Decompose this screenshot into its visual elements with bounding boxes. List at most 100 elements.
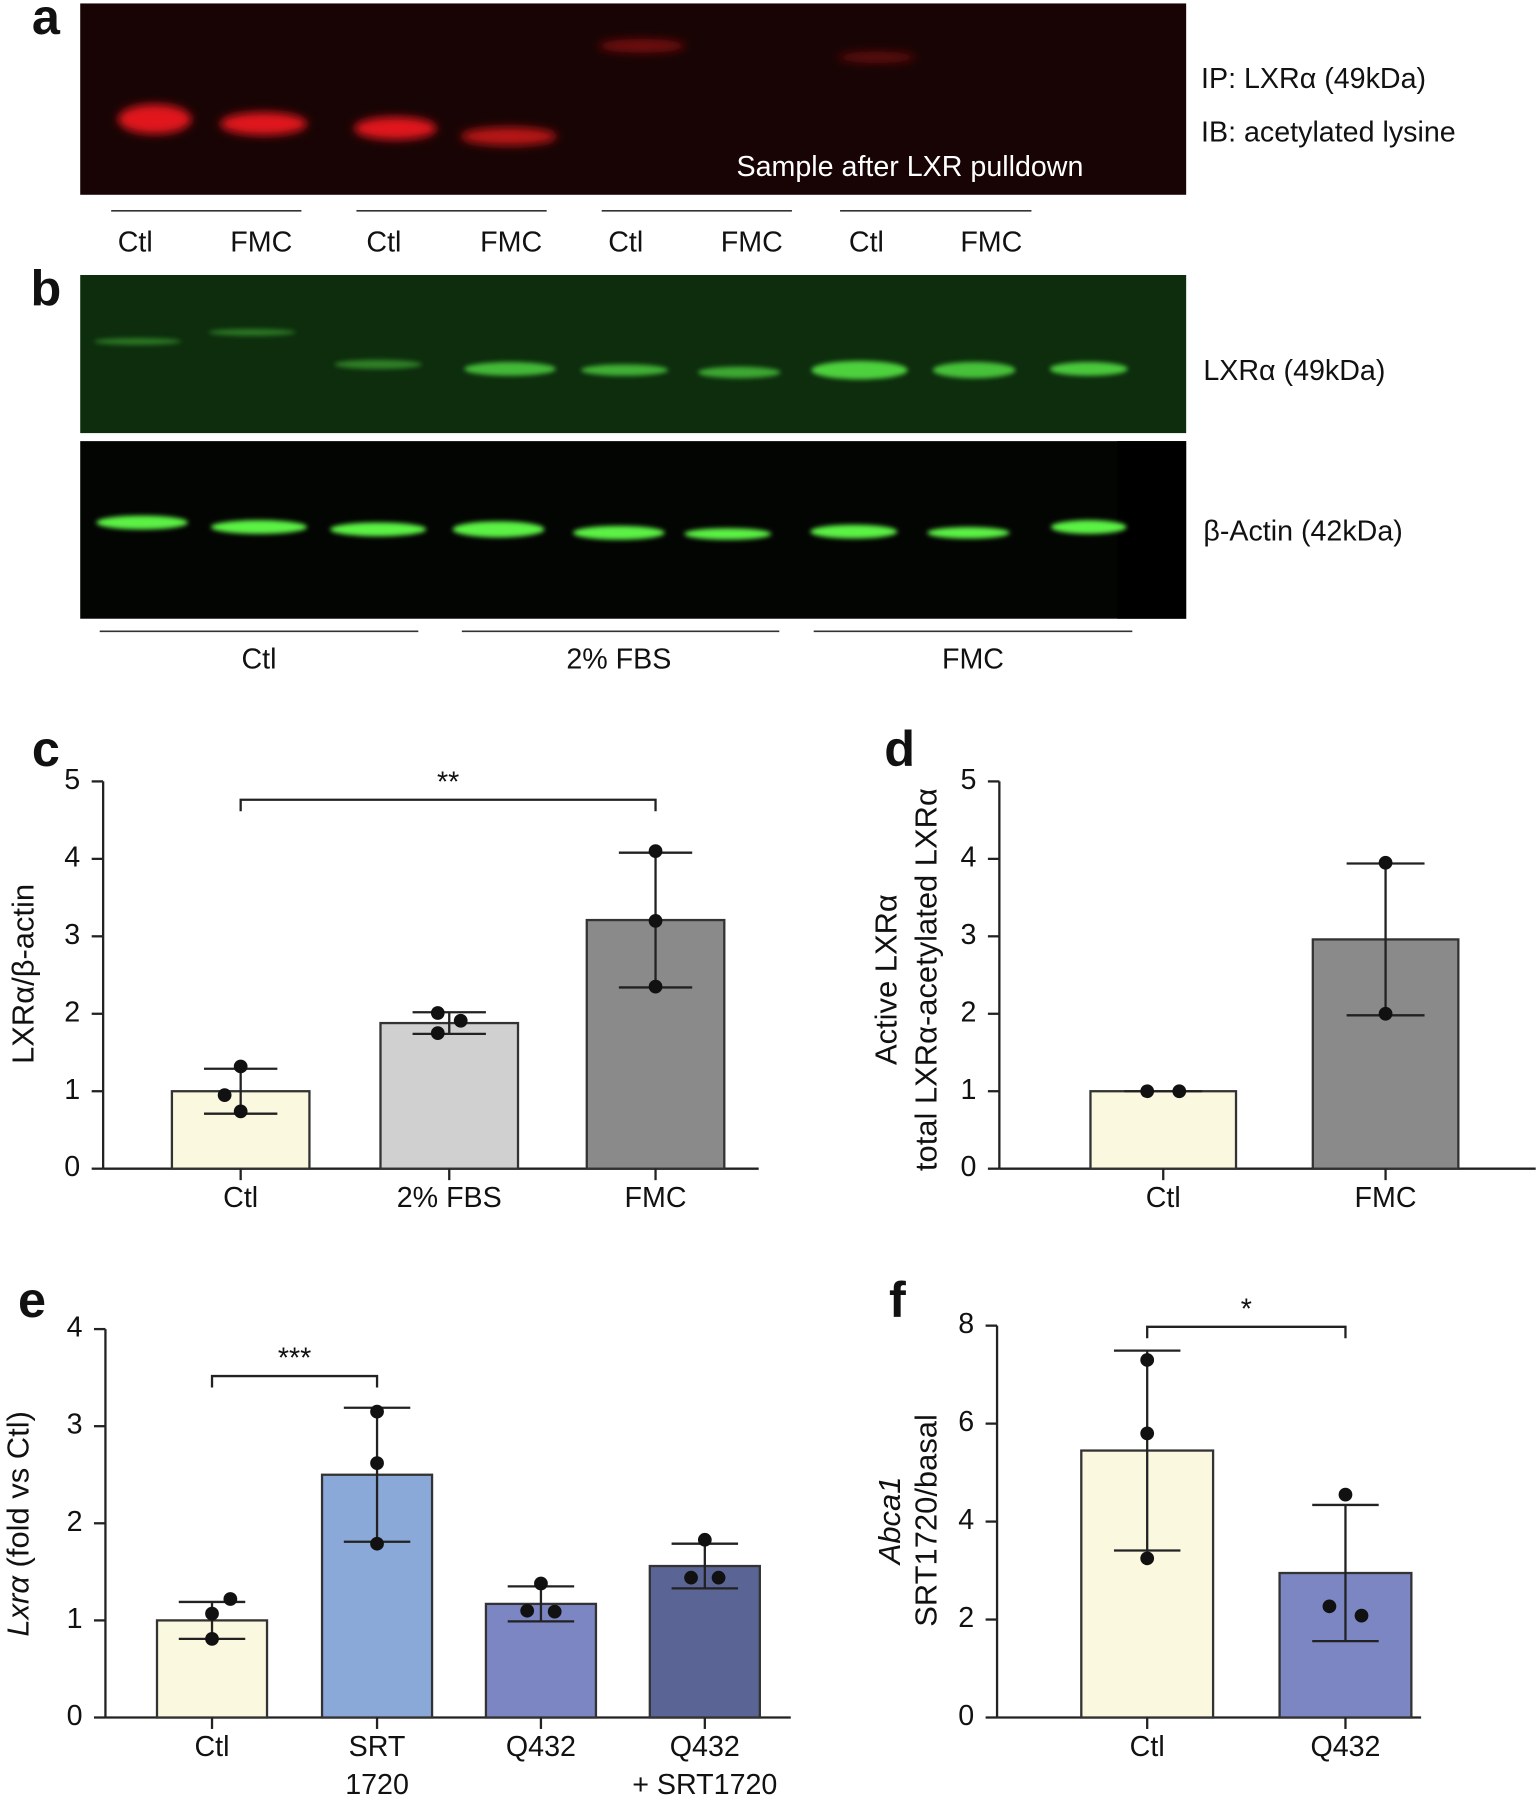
y-tick-label: 5 bbox=[961, 764, 977, 796]
lane-label: Ctl bbox=[366, 227, 401, 259]
data-point bbox=[1338, 1487, 1353, 1502]
y-tick-label: 3 bbox=[64, 919, 80, 951]
data-point bbox=[430, 1006, 445, 1020]
data-point bbox=[1354, 1608, 1369, 1623]
y-tick-label: 0 bbox=[961, 1151, 977, 1183]
data-point bbox=[205, 1606, 219, 1621]
blot-note: Sample after LXR pulldown bbox=[737, 151, 1084, 183]
y-axis-title: SRT1720/basal bbox=[908, 1414, 943, 1627]
data-point bbox=[1378, 1006, 1393, 1021]
data-point bbox=[1140, 1426, 1155, 1441]
x-tick-label: SRT bbox=[349, 1731, 406, 1763]
x-tick-label: FMC bbox=[1355, 1182, 1417, 1214]
x-tick-label: Q432 bbox=[506, 1731, 576, 1763]
y-tick-label: 4 bbox=[961, 841, 977, 873]
significance-bracket bbox=[1146, 1325, 1347, 1339]
band-label: LXRα (49kDa) bbox=[1203, 355, 1385, 387]
y-tick-label: 2 bbox=[958, 1602, 974, 1634]
y-tick-label: 8 bbox=[958, 1308, 974, 1340]
y-axis-title-part: Lxrα bbox=[1, 1575, 36, 1637]
data-point bbox=[217, 1088, 232, 1102]
x-tick-label: Ctl bbox=[195, 1731, 230, 1763]
lane-label: Ctl bbox=[608, 227, 643, 259]
y-tick-label: 4 bbox=[64, 841, 80, 873]
lane-label: Ctl bbox=[849, 227, 884, 259]
panel-letter: c bbox=[32, 720, 60, 777]
x-tick-label: + SRT1720 bbox=[632, 1769, 777, 1800]
panel-letter: e bbox=[18, 1271, 46, 1328]
bar bbox=[648, 1564, 761, 1719]
data-point bbox=[1322, 1599, 1337, 1614]
lane-lines bbox=[99, 209, 1133, 633]
y-axis-title: Active LXRα bbox=[868, 894, 903, 1065]
y-tick-label: 5 bbox=[64, 764, 80, 796]
y-tick-label: 0 bbox=[67, 1700, 83, 1732]
y-tick-label: 3 bbox=[961, 919, 977, 951]
data-point bbox=[711, 1570, 726, 1585]
x-tick-label: 1720 bbox=[345, 1769, 409, 1800]
y-axis-title: LXRα/β-actin bbox=[5, 884, 40, 1064]
y-axis-title: total LXRα-acetylated LXRα bbox=[908, 788, 943, 1171]
x-tick-label: Q432 bbox=[1310, 1731, 1380, 1763]
band-label: IP: LXRα (49kDa) bbox=[1201, 63, 1426, 95]
y-axis-title: Lxrα (fold vs Ctl) bbox=[1, 1411, 36, 1637]
y-tick-label: 0 bbox=[958, 1700, 974, 1732]
y-tick-label: 4 bbox=[958, 1504, 974, 1536]
lane-label: FMC bbox=[960, 227, 1022, 259]
significance-label: *** bbox=[278, 1343, 311, 1375]
x-tick-label: Ctl bbox=[223, 1182, 258, 1214]
panel-letter: f bbox=[889, 1271, 906, 1328]
data-point bbox=[370, 1536, 384, 1551]
data-point bbox=[1172, 1084, 1187, 1099]
x-tick-label: FMC bbox=[625, 1182, 687, 1214]
significance-bracket bbox=[210, 1374, 379, 1388]
y-tick-label: 1 bbox=[67, 1603, 83, 1635]
blot-b bbox=[80, 274, 1187, 619]
data-point bbox=[648, 844, 663, 858]
band-label: β-Actin (42kDa) bbox=[1203, 515, 1402, 547]
data-point bbox=[520, 1603, 535, 1618]
y-tick-label: 2 bbox=[64, 996, 80, 1028]
x-tick-label: Ctl bbox=[1146, 1182, 1181, 1214]
error-bar bbox=[1113, 1349, 1181, 1552]
data-point bbox=[205, 1631, 219, 1646]
data-point bbox=[1140, 1353, 1155, 1367]
bar bbox=[484, 1602, 598, 1719]
y-tick-label: 2 bbox=[961, 996, 977, 1028]
band-label: IB: acetylated lysine bbox=[1201, 117, 1456, 149]
y-tick-label: 2 bbox=[67, 1506, 83, 1538]
significance-label: * bbox=[1241, 1293, 1252, 1325]
data-point bbox=[430, 1026, 445, 1041]
data-point bbox=[453, 1013, 468, 1028]
data-point bbox=[370, 1456, 384, 1470]
data-point bbox=[648, 913, 663, 928]
x-tick-label: 2% FBS bbox=[397, 1182, 502, 1214]
data-point bbox=[684, 1570, 698, 1585]
group-label: FMC bbox=[942, 644, 1004, 676]
lane-label: FMC bbox=[721, 227, 783, 259]
panel-letter: a bbox=[32, 0, 61, 45]
significance-bracket bbox=[239, 798, 657, 812]
lane-label: FMC bbox=[230, 227, 292, 259]
y-tick-label: 4 bbox=[67, 1312, 83, 1344]
bar bbox=[1089, 1090, 1238, 1170]
group-label: Ctl bbox=[242, 644, 277, 676]
data-point bbox=[233, 1104, 248, 1119]
y-axis-title-part: (fold vs Ctl) bbox=[1, 1411, 36, 1576]
y-tick-label: 3 bbox=[67, 1409, 83, 1441]
blot-a bbox=[80, 3, 1187, 195]
data-point bbox=[223, 1592, 238, 1606]
x-tick-label: Q432 bbox=[670, 1731, 740, 1763]
panel-letter: d bbox=[884, 720, 915, 777]
data-point bbox=[534, 1576, 548, 1591]
panel-letter: b bbox=[30, 259, 61, 316]
y-tick-label: 6 bbox=[958, 1406, 974, 1438]
y-tick-label: 1 bbox=[64, 1074, 80, 1106]
lane-label: FMC bbox=[480, 227, 542, 259]
bar bbox=[379, 1021, 520, 1170]
data-point bbox=[697, 1532, 712, 1547]
significance-label: ** bbox=[437, 766, 459, 798]
data-point bbox=[547, 1604, 562, 1619]
data-point bbox=[1140, 1084, 1155, 1099]
